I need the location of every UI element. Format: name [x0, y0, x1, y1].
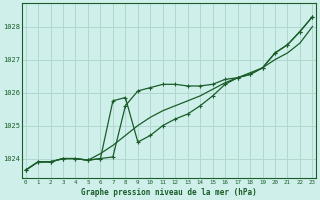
- X-axis label: Graphe pression niveau de la mer (hPa): Graphe pression niveau de la mer (hPa): [81, 188, 257, 197]
